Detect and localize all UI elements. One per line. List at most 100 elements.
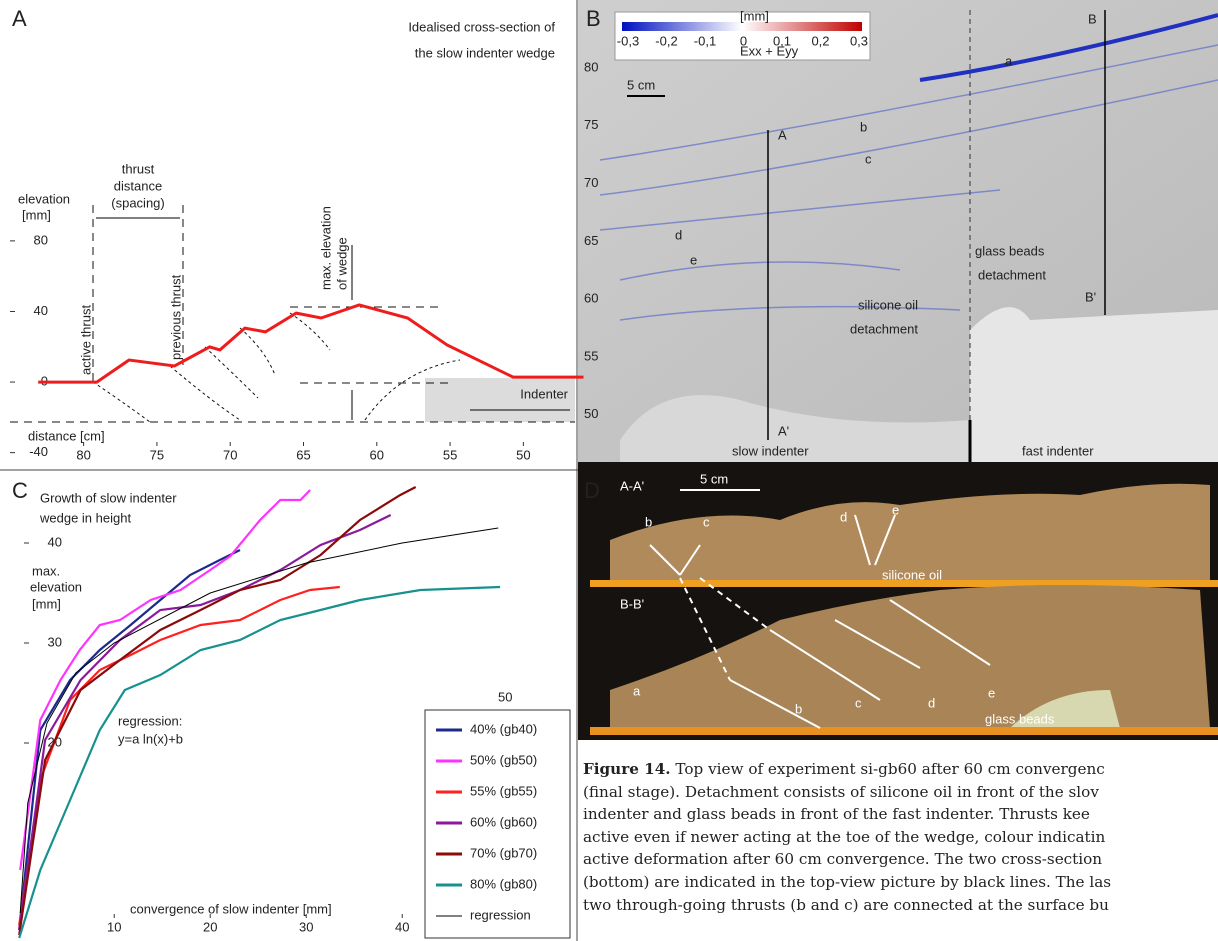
label: fast indenter <box>1022 443 1094 458</box>
colorbar-tick: 0,2 <box>811 33 829 48</box>
section: B-B' <box>620 596 644 611</box>
thrust: d <box>928 695 935 710</box>
scale: 5 cm <box>700 471 728 486</box>
scale: 5 cm <box>627 77 655 92</box>
data-line <box>19 487 416 935</box>
y-label: [mm] <box>22 207 51 222</box>
x-tick-label: 20 <box>203 919 217 934</box>
title: Idealised cross-section of <box>408 19 555 34</box>
y-label: max. <box>32 563 60 578</box>
thrust: a <box>633 683 641 698</box>
y-tick-label: 40 <box>34 303 48 318</box>
thrust: d <box>840 509 847 524</box>
thrust: a <box>1005 53 1013 68</box>
section: B' <box>1085 289 1096 304</box>
panel-label: A <box>12 6 27 31</box>
thrust: e <box>988 685 995 700</box>
legend-label: 50% (gb50) <box>470 752 537 767</box>
legend-label: 80% (gb80) <box>470 876 537 891</box>
x-tick-label: 75 <box>150 447 164 462</box>
annotation: previous thrust <box>168 274 183 360</box>
caption-line: (bottom) are indicated in the top-view p… <box>583 871 1218 894</box>
colorbar-unit: [mm] <box>740 8 769 23</box>
label: glass beads <box>985 711 1055 726</box>
section: B <box>1088 11 1097 26</box>
scale-label: 50 <box>584 406 598 421</box>
x-tick-label: 10 <box>107 919 121 934</box>
panel-label: D <box>584 478 600 503</box>
scale-label: 75 <box>584 117 598 132</box>
thrust: b <box>795 701 802 716</box>
colorbar-tick: -0,2 <box>655 33 677 48</box>
thrust: c <box>703 514 710 529</box>
section: A <box>778 127 787 142</box>
caption-text: Top view of experiment si-gb60 after 60 … <box>671 760 1105 778</box>
section: A-A' <box>620 478 644 493</box>
annotation: regression: <box>118 713 182 728</box>
annotation: (spacing) <box>111 195 164 210</box>
thrust: b <box>645 514 652 529</box>
caption-line: (final stage). Detachment consists of si… <box>583 781 1218 804</box>
label: silicone oil <box>858 297 918 312</box>
thrust: c <box>855 695 862 710</box>
y-tick-label: 80 <box>34 232 48 247</box>
legend-label: 55% (gb55) <box>470 783 537 798</box>
data-line <box>38 305 583 382</box>
y-label: [mm] <box>32 596 61 611</box>
page: A B C D Idealised cross-section of the s… <box>0 0 1218 941</box>
label: glass beads <box>975 243 1045 258</box>
y-tick-label: 40 <box>48 534 62 549</box>
annotation: of wedge <box>334 237 349 290</box>
title: wedge in height <box>39 510 131 525</box>
thrust: e <box>690 252 697 267</box>
annotation: thrust <box>122 161 155 176</box>
label: silicone oil <box>882 567 942 582</box>
x-label: convergence of slow indenter [mm] <box>130 901 332 916</box>
scale-label: 80 <box>584 59 598 74</box>
scale-label: 70 <box>584 175 598 190</box>
annotation: y=a ln(x)+b <box>118 731 183 746</box>
x-tick-label: 30 <box>299 919 313 934</box>
x-tick-label: 60 <box>370 447 384 462</box>
colorbar-tick: 0,1 <box>773 33 791 48</box>
annotation: active thrust <box>78 305 93 375</box>
y-label: elevation <box>18 191 70 206</box>
annotation: distance <box>114 178 162 193</box>
x-tick-label: 55 <box>443 447 457 462</box>
stray-label: 50 <box>498 689 512 704</box>
colorbar-tick: 0 <box>740 33 747 48</box>
annotation: max. elevation <box>318 206 333 290</box>
x-tick-label: 65 <box>296 447 310 462</box>
colorbar-tick: 0,3 <box>850 33 868 48</box>
legend-label: 40% (gb40) <box>470 721 537 736</box>
data-line <box>19 587 340 925</box>
caption-line: active deformation after 60 cm convergen… <box>583 848 1218 871</box>
title: the slow indenter wedge <box>415 45 555 60</box>
label: detachment <box>850 321 918 336</box>
x-tick-label: 70 <box>223 447 237 462</box>
legend-label: 70% (gb70) <box>470 845 537 860</box>
caption-line: active even if newer acting at the toe o… <box>583 826 1218 849</box>
data-line <box>19 515 391 930</box>
panel-label: B <box>586 6 601 31</box>
annotation: Indenter <box>520 386 568 401</box>
legend-label: regression <box>470 907 531 922</box>
section: A' <box>778 423 789 438</box>
scale-label: 55 <box>584 348 598 363</box>
y-tick-label: 30 <box>48 634 62 649</box>
scale-label: 60 <box>584 291 598 306</box>
scale-label: 65 <box>584 233 598 248</box>
legend-label: 60% (gb60) <box>470 814 537 829</box>
label: slow indenter <box>732 443 809 458</box>
label: detachment <box>978 267 1046 282</box>
caption: Figure 14. Top view of experiment si-gb6… <box>583 758 1218 941</box>
thrust: e <box>892 502 899 517</box>
y-tick-label: -40 <box>29 444 48 459</box>
panel-label: C <box>12 478 28 503</box>
colorbar-tick: -0,1 <box>694 33 716 48</box>
thrust: b <box>860 119 867 134</box>
title: Growth of slow indenter <box>40 490 177 505</box>
thrust: c <box>865 151 872 166</box>
caption-line: Figure 14. Top view of experiment si-gb6… <box>583 758 1218 781</box>
x-tick-label: 40 <box>395 919 409 934</box>
